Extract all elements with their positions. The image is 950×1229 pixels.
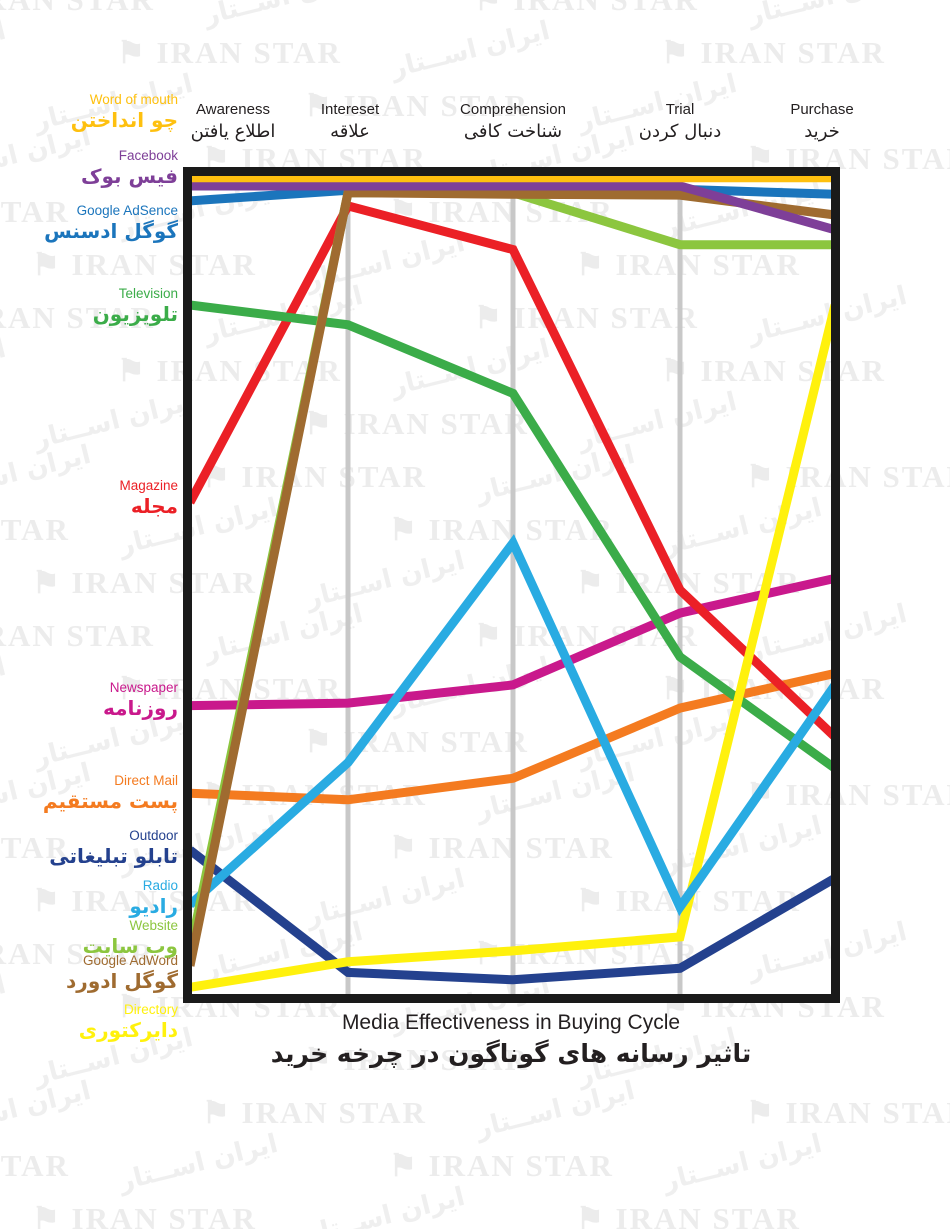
legend-label-en-adword: Google AdWord [82, 953, 178, 968]
watermark-latin-text: ⚑ IRAN STAR [389, 512, 614, 547]
watermark-latin-text: ⚑ IRAN STAR [304, 406, 529, 441]
watermark-latin-text: ⚑ IRAN STAR [576, 1201, 801, 1229]
stage-label-en: Purchase [790, 101, 854, 118]
chart-title-en: Media Effectiveness in Buying Cycle [341, 1011, 681, 1034]
series-line-newspaper [189, 574, 836, 711]
legend-label-en-outdoor: Outdoor [129, 828, 178, 843]
watermark-latin-text: ⚑ IRAN STAR [0, 618, 155, 653]
chart-title-block: Media Effectiveness in Buying Cycle تاثی… [271, 1010, 752, 1072]
watermark-latin-text: ⚑ IRAN STAR [661, 353, 886, 388]
watermark-latin-text: ⚑ IRAN STAR [304, 724, 529, 759]
legend-item-outdoor: Outdoor تابلو تبلیغاتی [49, 828, 178, 870]
legend-label-fa-adword: گوگل ادورد [66, 969, 178, 993]
legend-label-en-magazine: Magazine [119, 478, 178, 493]
watermark-latin-text: ⚑ IRAN STAR [117, 353, 342, 388]
legend-item-magazine: Magazine مجله [119, 478, 178, 520]
stage-header-purchase: Purchase خرید [790, 101, 853, 145]
watermark-latin-text: ⚑ IRAN STAR [0, 300, 155, 335]
legend-label-en-adsence: Google AdSence [76, 203, 178, 218]
legend-label-fa-website: وب سایت [82, 934, 178, 958]
series-line-television [189, 300, 838, 773]
watermark-latin-text: ⚑ IRAN STAR [0, 830, 70, 865]
series-line-magazine [186, 200, 839, 741]
watermark-latin-text: ⚑ IRAN STAR [389, 830, 614, 865]
stage-header-trial: Trial دنبال کردن [639, 101, 721, 145]
legend-item-website: Website وب سایت [83, 918, 178, 960]
series-line-radio [186, 534, 839, 917]
legend-item-adword: Google AdWord گوگل ادورد [66, 953, 178, 995]
watermark-latin-text: ⚑ IRAN STAR [32, 883, 257, 918]
legend-label-en-radio: Radio [142, 878, 178, 893]
legend-item-word_of_mouth: Word of mouth چو انداختن [71, 92, 178, 134]
series-line-outdoor [187, 846, 838, 985]
stage-label-fa: اطلاع یافتن [190, 121, 276, 142]
legend-label-fa-newspaper: روزنامه [103, 696, 178, 720]
legend-item-direct_mail: Direct Mail پست مستقیم [43, 773, 178, 815]
watermark-latin-text: ⚑ IRAN STAR [304, 1042, 529, 1077]
watermark-latin-text: ⚑ IRAN STAR [202, 1095, 427, 1130]
stage-label-en: Intereset [320, 101, 380, 118]
stage-header-awareness: Awareness اطلاع یافتن [191, 101, 276, 145]
legend-label-fa-adsence: گوگل ادسنس [44, 219, 178, 243]
legend-label-fa-magazine: مجله [130, 494, 178, 518]
watermark-latin-text: ⚑ IRAN STAR [746, 777, 950, 812]
legend-label-fa-word_of_mouth: چو انداختن [70, 108, 178, 132]
series-line-facebook [190, 181, 837, 235]
legend-item-radio: Radio رادیو [129, 878, 178, 920]
legend-label-en-website: Website [129, 918, 178, 933]
watermark-latin-text: ⚑ IRAN STAR [0, 194, 70, 229]
legend-label-fa-television: تلویزیون [92, 302, 178, 326]
legend-label-fa-radio: رادیو [129, 894, 178, 918]
watermark-latin-text: ⚑ IRAN STAR [0, 0, 155, 18]
legend-label-fa-outdoor: تابلو تبلیغاتی [49, 844, 178, 868]
stage-header-comprehension: Comprehension شناخت کافی [460, 101, 566, 145]
legend-label-fa-facebook: فیس بوک [80, 164, 178, 188]
watermark-latin-text: ⚑ IRAN STAR [474, 0, 699, 18]
series-line-directory [189, 303, 840, 992]
watermark-latin-text: ⚑ IRAN STAR [304, 88, 529, 123]
stage-label-fa: خرید [804, 121, 840, 142]
legend-label-fa-directory: دایرکتوری [78, 1018, 178, 1042]
stage-label-en: Awareness [196, 101, 270, 118]
stage-label-fa: دنبال کردن [638, 121, 722, 142]
watermark-latin-text: ⚑ IRAN STAR [32, 247, 257, 282]
plot-border [183, 167, 840, 1003]
stage-label-fa: شناخت کافی [463, 121, 563, 142]
stage-label-en: Trial [665, 101, 695, 118]
stage-label-en: Comprehension [460, 101, 566, 118]
watermark-latin-text: ⚑ IRAN STAR [0, 936, 155, 971]
legend-item-facebook: Facebook فیس بوک [81, 148, 178, 190]
legend-item-directory: Directory دایرکتوری [79, 1002, 178, 1044]
watermark-latin-text: ⚑ IRAN STAR [117, 35, 342, 70]
legend-item-adsence: Google AdSence گوگل ادسنس [44, 203, 178, 245]
stage-label-fa: علاقه [330, 121, 370, 142]
legend-item-television: Television تلویزیون [93, 286, 178, 328]
watermark-latin-text: ⚑ IRAN STAR [746, 459, 950, 494]
chart-title-fa: تاثیر رسانه های گوناگون در چرخه خرید [270, 1039, 752, 1068]
watermark-latin-text: ⚑ IRAN STAR [202, 459, 427, 494]
watermark-latin-text: ⚑ IRAN STAR [389, 1148, 614, 1183]
watermark-latin-text: ⚑ IRAN STAR [32, 1201, 257, 1229]
watermark-latin-text: ⚑ IRAN STAR [32, 565, 257, 600]
legend-label-en-directory: Directory [123, 1002, 178, 1017]
legend-label-fa-direct_mail: پست مستقیم [42, 789, 178, 813]
watermark-latin-text: ⚑ IRAN STAR [0, 512, 70, 547]
legend-label-en-word_of_mouth: Word of mouth [89, 92, 178, 107]
stage-header-intereset: Intereset علاقه [321, 101, 379, 145]
legend-label-en-facebook: Facebook [118, 148, 178, 163]
legend-label-en-newspaper: Newspaper [109, 680, 178, 695]
legend-label-en-direct_mail: Direct Mail [114, 773, 178, 788]
watermark-latin-text: ⚑ IRAN STAR [0, 1148, 70, 1183]
watermark-latin-text: ⚑ IRAN STAR [746, 1095, 950, 1130]
watermark-latin-text: ⚑ IRAN STAR [576, 247, 801, 282]
legend-label-en-television: Television [118, 286, 178, 301]
legend-item-newspaper: Newspaper روزنامه [103, 680, 178, 722]
watermark-latin-text: ⚑ IRAN STAR [661, 35, 886, 70]
